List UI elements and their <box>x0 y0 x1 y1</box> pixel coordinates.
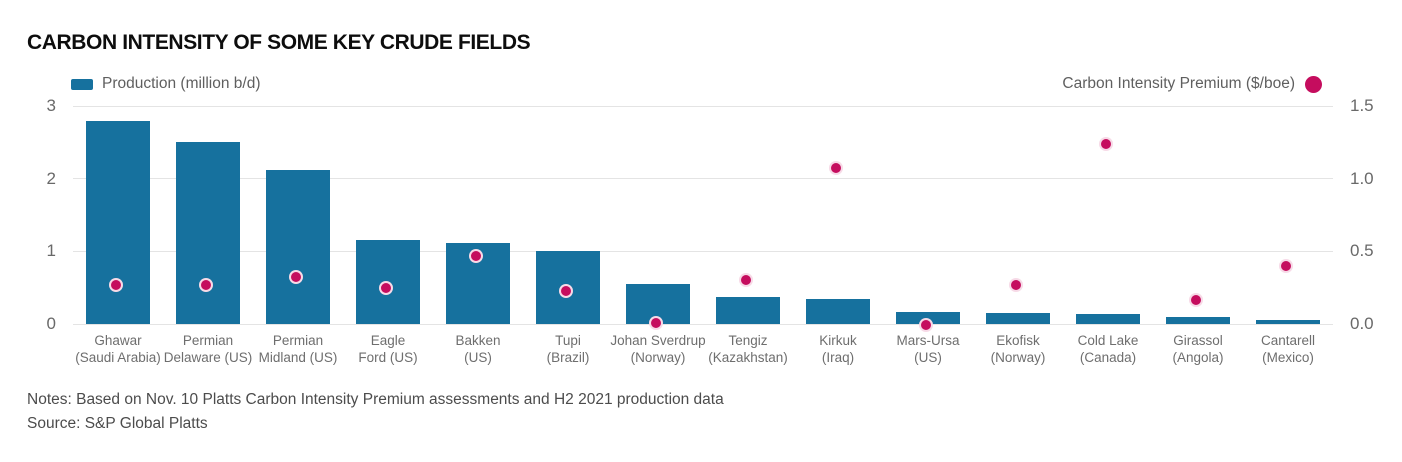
x-axis-label-line: Tupi <box>555 333 581 348</box>
x-axis-label: Ekofisk (Norway) <box>953 332 1083 366</box>
premium-dot <box>649 316 663 331</box>
x-axis-label-line: Cold Lake <box>1077 333 1139 348</box>
y-axis-tick-left: 3 <box>46 96 56 115</box>
x-axis-label-line: (Angola) <box>1172 350 1224 365</box>
x-axis-label-line: (Saudi Arabia) <box>75 350 161 365</box>
x-axis-label-line: (Canada) <box>1079 350 1137 365</box>
x-axis-label: Eagle Ford (US) <box>323 332 453 366</box>
x-axis-label-line: Permian <box>182 333 234 348</box>
premium-dot <box>1099 137 1113 152</box>
premium-dot <box>919 317 933 332</box>
y-axis-tick-right: 1.0 <box>1350 168 1374 188</box>
production-bar <box>176 142 240 324</box>
x-axis-label-line: Mars-Ursa <box>896 333 960 348</box>
x-axis-label: Girassol (Angola) <box>1133 332 1263 366</box>
x-axis-label-line: (Iraq) <box>821 350 855 365</box>
premium-dot <box>559 284 573 299</box>
premium-dot <box>109 278 123 293</box>
production-bar <box>86 121 150 324</box>
production-legend-label: Production (million b/d) <box>102 75 261 92</box>
notes-text: Notes: Based on Nov. 10 Platts Carbon In… <box>27 391 724 408</box>
x-axis-label: Kirkuk (Iraq) <box>773 332 903 366</box>
x-axis-label-line: (Brazil) <box>546 350 590 365</box>
production-bar <box>1166 317 1230 324</box>
x-axis-label: Permian Delaware (US) <box>143 332 273 366</box>
premium-dot <box>739 272 753 287</box>
production-bar <box>266 170 330 324</box>
x-axis-label-line: Ghawar <box>94 333 142 348</box>
production-bar <box>1076 314 1140 324</box>
x-axis-label-line: Kirkuk <box>819 333 857 348</box>
premium-dot <box>289 269 303 284</box>
plot-area <box>73 105 1333 332</box>
y-axis-tick-left: 0 <box>46 314 56 333</box>
production-bar <box>716 297 780 324</box>
x-axis-label-line: Bakken <box>455 333 501 348</box>
legend-production: Production (million b/d) <box>71 75 261 93</box>
production-swatch-icon <box>71 78 93 90</box>
x-axis-label-line: Tengiz <box>728 333 768 348</box>
chart-title: CARBON INTENSITY OF SOME KEY CRUDE FIELD… <box>27 31 531 54</box>
x-axis-label-line: Cantarell <box>1260 333 1316 348</box>
x-axis-label-line: Midland (US) <box>258 350 338 365</box>
gridline <box>73 105 1333 107</box>
x-axis-label-line: (US) <box>464 350 492 365</box>
premium-dot <box>199 278 213 293</box>
x-axis-label: Tengiz (Kazakhstan) <box>683 332 813 366</box>
premium-dot <box>379 281 393 296</box>
x-axis-label: Tupi (Brazil) <box>503 332 633 366</box>
gridline <box>73 323 1333 325</box>
premium-dot-icon <box>1305 75 1322 93</box>
x-axis-label: Johan Sverdrup (Norway) <box>593 332 723 366</box>
premium-dot <box>1189 292 1203 307</box>
production-bar <box>986 313 1050 324</box>
x-axis-label-line: Ford (US) <box>358 350 418 365</box>
gridline <box>73 178 1333 180</box>
gridline <box>73 250 1333 252</box>
y-axis-tick-right: 0.5 <box>1350 241 1374 261</box>
y-axis-tick-left: 2 <box>46 168 56 188</box>
y-axis-tick-right: 1.5 <box>1350 96 1374 115</box>
x-axis-label-line: (Norway) <box>990 350 1046 365</box>
x-axis-label-line: Permian <box>272 333 324 348</box>
x-axis-label: Ghawar (Saudi Arabia) <box>53 332 183 366</box>
x-axis-label-line: Delaware (US) <box>163 350 253 365</box>
x-axis-label-line: (US) <box>914 350 942 365</box>
x-axis-label: Mars-Ursa (US) <box>863 332 993 366</box>
x-axis-label-line: Girassol <box>1173 333 1223 348</box>
premium-dot <box>1009 278 1023 293</box>
x-axis-label-line: (Norway) <box>630 350 686 365</box>
premium-dot <box>469 249 483 264</box>
x-axis-label: Cold Lake (Canada) <box>1043 332 1173 366</box>
footnotes: Notes: Based on Nov. 10 Platts Carbon In… <box>27 388 724 436</box>
premium-dot <box>1279 259 1293 274</box>
y-axis-tick-right: 0.0 <box>1350 314 1374 333</box>
y-axis-tick-left: 1 <box>46 241 56 261</box>
x-axis-label-line: Johan Sverdrup <box>610 333 706 348</box>
x-axis-label-line: Eagle <box>370 333 406 348</box>
source-text: Source: S&P Global Platts <box>27 415 208 432</box>
x-axis-label: Cantarell (Mexico) <box>1223 332 1353 366</box>
legend-premium: Carbon Intensity Premium ($/boe) <box>1062 75 1322 93</box>
premium-dot <box>829 160 843 175</box>
x-axis-label: Bakken (US) <box>413 332 543 366</box>
x-axis-label-line: (Kazakhstan) <box>708 350 788 365</box>
x-axis-label-line: (Mexico) <box>1262 350 1314 365</box>
x-axis-label: Permian Midland (US) <box>233 332 363 366</box>
production-bar <box>806 299 870 324</box>
premium-legend-label: Carbon Intensity Premium ($/boe) <box>1062 75 1295 92</box>
production-bar <box>1256 320 1320 324</box>
x-axis-label-line: Ekofisk <box>996 333 1040 348</box>
